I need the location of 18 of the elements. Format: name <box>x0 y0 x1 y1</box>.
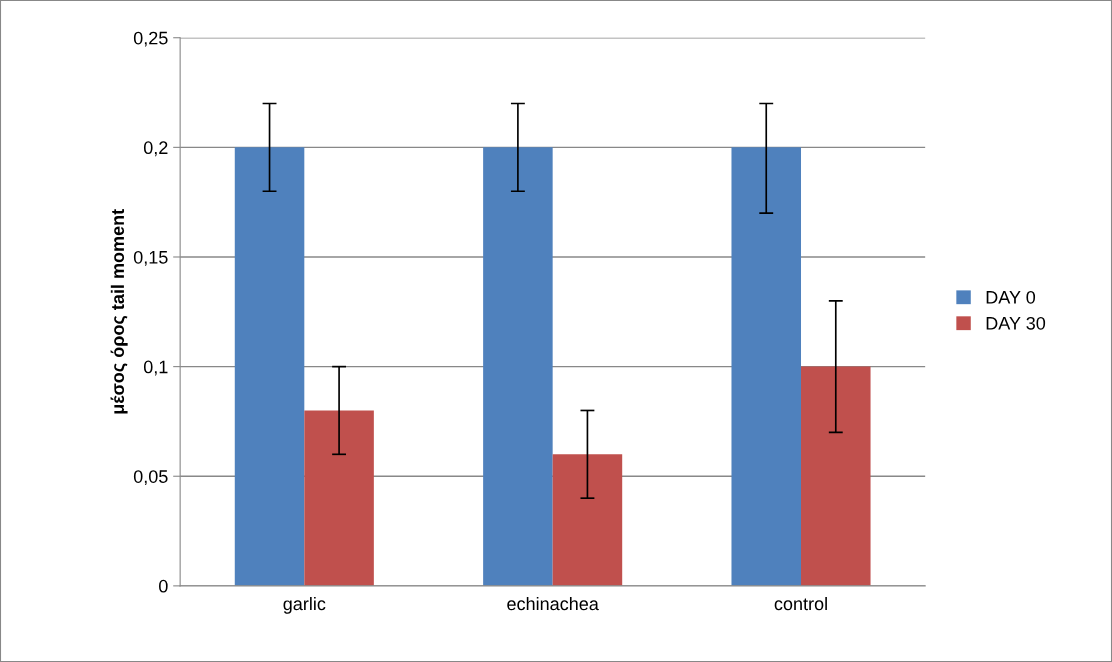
bar <box>801 366 871 586</box>
bar <box>483 147 553 586</box>
bar <box>731 147 802 586</box>
bar <box>552 454 623 586</box>
legend-label: DAY 30 <box>986 316 1046 330</box>
y-tick-label: 0,25 <box>133 31 168 47</box>
y-tick-label: 0,15 <box>133 250 168 266</box>
x-tick-label: echinachea <box>507 596 599 611</box>
legend-label: DAY 0 <box>986 290 1036 304</box>
y-tick-label: 0 <box>159 579 168 593</box>
y-tick-label: 0,2 <box>143 141 168 157</box>
x-tick-label: control <box>774 596 827 611</box>
bar <box>234 147 305 586</box>
y-tick-label: 0,1 <box>143 360 168 376</box>
y-tick-label: 0,05 <box>133 470 168 486</box>
bar <box>304 410 374 586</box>
x-tick-label: garlic <box>283 596 326 614</box>
y-axis-title: μέσος όρος tail moment <box>110 209 128 414</box>
